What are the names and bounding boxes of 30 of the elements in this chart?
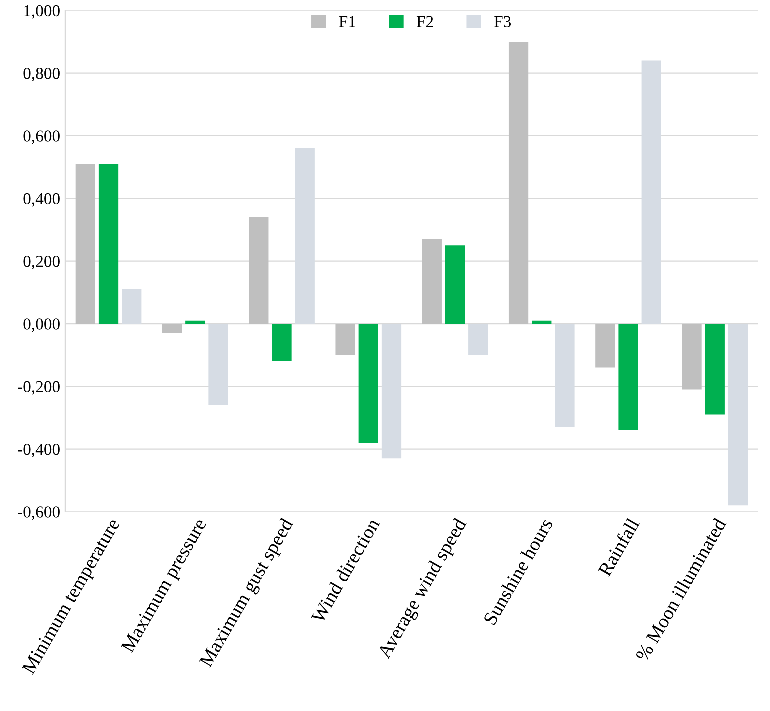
y-tick-label: 0,800	[24, 68, 60, 82]
bar	[618, 324, 638, 430]
bar	[98, 164, 119, 324]
bar	[76, 164, 96, 324]
y-tick-label: -0,400	[18, 444, 60, 458]
y-tick-label: 1,000	[24, 5, 60, 20]
bar	[596, 324, 616, 368]
bar	[422, 239, 442, 324]
y-tick-label: -0,600	[18, 506, 60, 520]
legend-label: F3	[494, 16, 512, 28]
bar	[272, 324, 292, 362]
bar	[705, 324, 725, 415]
bar	[336, 324, 356, 356]
legend-label: F1	[339, 16, 356, 28]
y-tick-label: 0,000	[24, 318, 60, 332]
y-tick-label: 0,400	[24, 193, 60, 207]
bar	[186, 320, 206, 324]
legend-label: F2	[416, 16, 434, 28]
bar	[468, 324, 488, 356]
bar	[508, 42, 529, 324]
bar	[532, 320, 552, 324]
bar	[445, 246, 466, 324]
y-tick-label: -0,200	[18, 381, 60, 395]
bar	[682, 324, 702, 390]
bar	[122, 289, 142, 324]
bar	[249, 217, 269, 324]
y-tick-label: 0,200	[24, 256, 60, 270]
bar	[162, 324, 182, 334]
bar	[358, 324, 378, 443]
y-tick-label: 0,600	[24, 130, 60, 144]
